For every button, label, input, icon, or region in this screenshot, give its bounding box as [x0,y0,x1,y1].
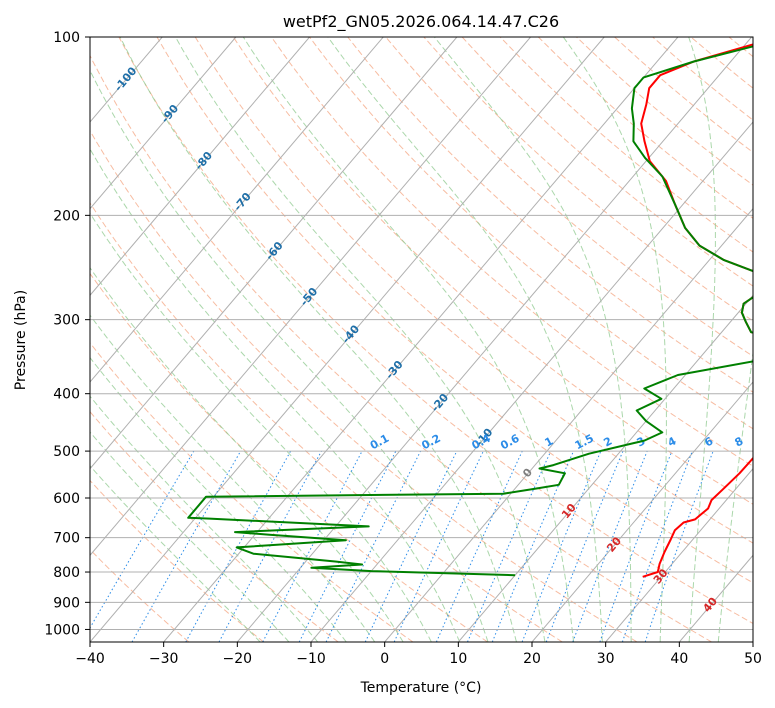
mixing-ratio-line [491,450,574,642]
y-tick-label: 800 [53,565,80,581]
isotherm-line [457,294,753,642]
dewpoint-line [187,45,753,577]
isotherm-line [90,37,531,557]
moist-adiabat [90,356,347,642]
y-tick-label: 600 [53,491,80,507]
dry-adiabat [90,410,339,642]
background-lines: -100-90-80-70-60-50-40-30-20-10010203040… [90,37,753,642]
mixing-ratio-line [467,450,552,642]
dry-adiabat [156,37,753,584]
dry-adiabat [194,37,753,544]
y-tick-label: 500 [53,444,80,460]
isotherm-line [531,381,753,642]
dry-adiabat [385,37,753,357]
moist-adiabat [90,464,261,642]
mixing-ratio-line [545,450,624,642]
y-tick-label: 900 [53,595,80,611]
dry-adiabat [90,548,190,642]
dry-adiabat [90,202,563,642]
mixing-ratio-line [572,450,648,642]
x-tick-label: −20 [223,651,253,667]
mixing-ratio-line [435,450,523,642]
moist-adiabat [90,212,432,642]
x-tick-label: 30 [597,651,615,667]
y-axis-label: Pressure (hPa) [13,290,29,390]
moist-adiabat [688,37,716,642]
moist-adiabat [90,431,290,642]
mixing-ratio-line [621,450,693,642]
y-tick-label: 300 [53,313,80,329]
y-tick-label: 1000 [44,622,80,638]
dry-adiabat [423,37,753,322]
moist-adiabat [327,37,603,642]
isotherm-line [90,37,310,297]
mixing-ratio-line [644,450,714,642]
x-tick-label: 0 [380,651,389,667]
dry-adiabat [90,479,264,642]
moist-adiabat [90,395,319,642]
moist-adiabat [90,266,404,642]
isotherm-line [90,37,458,470]
moist-adiabat [717,349,753,642]
plot-frame [89,36,754,643]
x-tick-label: 40 [670,651,688,667]
y-tick-label: 400 [53,387,80,403]
isotherm-line [310,121,753,642]
y-tick-label: 700 [53,531,80,547]
moist-adiabat [434,37,632,642]
mixing-ratio-line [218,450,322,642]
chart-title: wetPf2_GN05.2026.064.14.47.C26 [283,12,559,32]
dry-adiabat [90,54,712,642]
dry-adiabat [309,37,753,430]
x-axis-label: Temperature (°C) [360,680,482,696]
isotherm-line [90,37,605,642]
x-tick-label: 10 [449,651,467,667]
mixing-ratio-line [521,450,602,642]
moist-adiabat [562,37,667,642]
isotherm-line [90,37,237,210]
moist-adiabat [90,148,461,642]
y-tick-label: 100 [53,30,80,46]
x-tick-label: 20 [523,651,541,667]
x-tick-label: −30 [149,651,179,667]
moist-adiabat [119,37,517,642]
dry-adiabat [118,37,753,624]
isotherm-line [605,467,753,642]
dry-adiabat [90,272,488,642]
x-tick-label: 50 [744,651,762,667]
dry-adiabat [270,37,753,467]
x-tick-label: −10 [296,651,326,667]
moist-adiabat [90,69,489,642]
isotherm-line [163,37,679,642]
y-tick-label: 200 [53,208,80,224]
x-tick-label: −40 [75,651,105,667]
axes: −40 −30 −20 −10 0 10 20 30 40 50 100 200 300 400 500 60… [44,30,762,667]
mixing-ratio-line [599,450,673,642]
mixing-ratio-line [185,450,292,642]
isotherm-line [90,37,384,383]
data-series [187,43,753,578]
temperature-line [640,43,753,578]
isotherm-line [384,207,753,642]
